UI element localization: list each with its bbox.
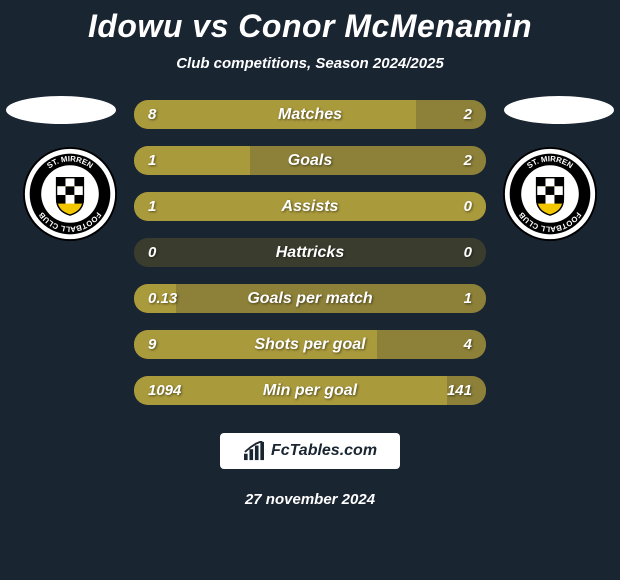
stat-row: Hattricks0 0 <box>134 238 486 267</box>
stat-label: Matches <box>134 106 486 124</box>
stat-value-left: 9 <box>148 336 156 353</box>
stat-value-right: 141 <box>447 382 472 399</box>
stat-label: Assists <box>134 198 486 216</box>
stat-row: Min per goal1094 141 <box>134 376 486 405</box>
stat-label: Goals per match <box>134 290 486 308</box>
club-badge-left: ST. MIRREN FOOTBALL CLUB <box>22 146 118 242</box>
stat-row: Matches8 2 <box>134 100 486 129</box>
stat-value-left: 8 <box>148 106 156 123</box>
brand-text: FcTables.com <box>271 442 377 460</box>
comparison-panel: ST. MIRREN FOOTBALL CLUB ST <box>0 100 620 405</box>
stat-value-left: 1094 <box>148 382 181 399</box>
stat-value-left: 1 <box>148 152 156 169</box>
stat-label: Goals <box>134 152 486 170</box>
stat-value-right: 0 <box>464 198 472 215</box>
stat-row: Goals per match0.13 1 <box>134 284 486 313</box>
stat-row: Shots per goal9 4 <box>134 330 486 359</box>
stat-rows-container: Matches82Goals12Assists10Hattricks00Goal… <box>134 100 486 405</box>
subtitle: Club competitions, Season 2024/2025 <box>0 55 620 72</box>
brand-logo: FcTables.com <box>220 433 400 469</box>
stat-value-right: 2 <box>464 106 472 123</box>
stat-value-right: 1 <box>464 290 472 307</box>
player-photo-left-placeholder <box>6 96 116 124</box>
stat-label: Shots per goal <box>134 336 486 354</box>
stat-value-left: 0.13 <box>148 290 177 307</box>
stat-value-right: 0 <box>464 244 472 261</box>
stat-row: Goals1 2 <box>134 146 486 175</box>
stat-value-right: 2 <box>464 152 472 169</box>
stat-label: Min per goal <box>134 382 486 400</box>
stat-value-right: 4 <box>464 336 472 353</box>
stat-value-left: 1 <box>148 198 156 215</box>
stat-row: Assists1 0 <box>134 192 486 221</box>
page-title: Idowu vs Conor McMenamin <box>0 0 620 45</box>
stat-label: Hattricks <box>134 244 486 262</box>
brand-chart-icon <box>243 441 265 461</box>
stat-value-left: 0 <box>148 244 156 261</box>
player-photo-right-placeholder <box>504 96 614 124</box>
club-badge-right: ST. MIRREN FOOTBALL CLUB <box>502 146 598 242</box>
date-label: 27 november 2024 <box>0 491 620 508</box>
